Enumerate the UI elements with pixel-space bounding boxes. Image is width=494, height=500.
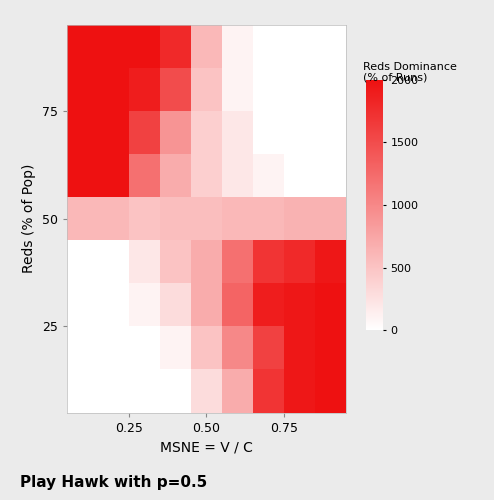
Bar	[191, 154, 222, 197]
Bar	[160, 154, 191, 197]
Bar	[222, 326, 253, 370]
Bar	[98, 284, 129, 327]
Bar	[253, 197, 284, 240]
Bar	[129, 68, 160, 111]
Bar	[191, 370, 222, 412]
Bar	[222, 111, 253, 154]
Bar	[222, 197, 253, 240]
Bar	[67, 68, 98, 111]
Bar	[222, 25, 253, 68]
Bar	[284, 154, 315, 197]
Bar	[191, 284, 222, 327]
Bar	[284, 111, 315, 154]
Bar	[284, 240, 315, 284]
Bar	[315, 370, 346, 412]
Bar	[191, 25, 222, 68]
Bar	[315, 111, 346, 154]
Text: (% of Runs): (% of Runs)	[363, 72, 427, 83]
Bar	[129, 240, 160, 284]
Bar	[67, 284, 98, 327]
Bar	[222, 68, 253, 111]
Bar	[98, 197, 129, 240]
Bar	[253, 240, 284, 284]
Bar	[160, 240, 191, 284]
Bar	[253, 25, 284, 68]
Bar	[253, 154, 284, 197]
Bar	[315, 25, 346, 68]
Bar	[129, 25, 160, 68]
Bar	[67, 370, 98, 412]
Bar	[129, 284, 160, 327]
Bar	[98, 154, 129, 197]
Bar	[67, 154, 98, 197]
Bar	[98, 370, 129, 412]
Y-axis label: Reds (% of Pop): Reds (% of Pop)	[22, 164, 36, 274]
Bar	[191, 111, 222, 154]
Bar	[129, 326, 160, 370]
Bar	[315, 154, 346, 197]
Bar	[222, 154, 253, 197]
Bar	[129, 111, 160, 154]
Bar	[160, 326, 191, 370]
Bar	[160, 284, 191, 327]
Bar	[284, 326, 315, 370]
Bar	[315, 326, 346, 370]
Bar	[191, 68, 222, 111]
Bar	[98, 326, 129, 370]
Bar	[253, 284, 284, 327]
Bar	[284, 25, 315, 68]
Bar	[67, 197, 98, 240]
Bar	[284, 370, 315, 412]
Bar	[253, 111, 284, 154]
Bar	[160, 25, 191, 68]
Text: Play Hawk with p=0.5: Play Hawk with p=0.5	[20, 475, 207, 490]
Bar	[315, 240, 346, 284]
X-axis label: MSNE = V / C: MSNE = V / C	[160, 440, 253, 454]
Bar	[315, 68, 346, 111]
Bar	[98, 111, 129, 154]
Bar	[98, 25, 129, 68]
Bar	[191, 326, 222, 370]
Bar	[284, 284, 315, 327]
Bar	[284, 68, 315, 111]
Bar	[160, 68, 191, 111]
Bar	[67, 25, 98, 68]
Bar	[67, 111, 98, 154]
Bar	[222, 370, 253, 412]
Bar	[160, 197, 191, 240]
Bar	[315, 284, 346, 327]
Bar	[222, 240, 253, 284]
Bar	[160, 111, 191, 154]
Bar	[98, 240, 129, 284]
Bar	[222, 284, 253, 327]
Bar	[129, 370, 160, 412]
Bar	[253, 370, 284, 412]
Bar	[253, 326, 284, 370]
Bar	[67, 326, 98, 370]
Bar	[129, 154, 160, 197]
Bar	[284, 197, 315, 240]
Bar	[191, 197, 222, 240]
Bar	[253, 68, 284, 111]
Bar	[129, 197, 160, 240]
Bar	[191, 240, 222, 284]
Bar	[315, 197, 346, 240]
Bar	[160, 370, 191, 412]
Text: Reds Dominance: Reds Dominance	[363, 62, 457, 72]
Bar	[98, 68, 129, 111]
Bar	[67, 240, 98, 284]
